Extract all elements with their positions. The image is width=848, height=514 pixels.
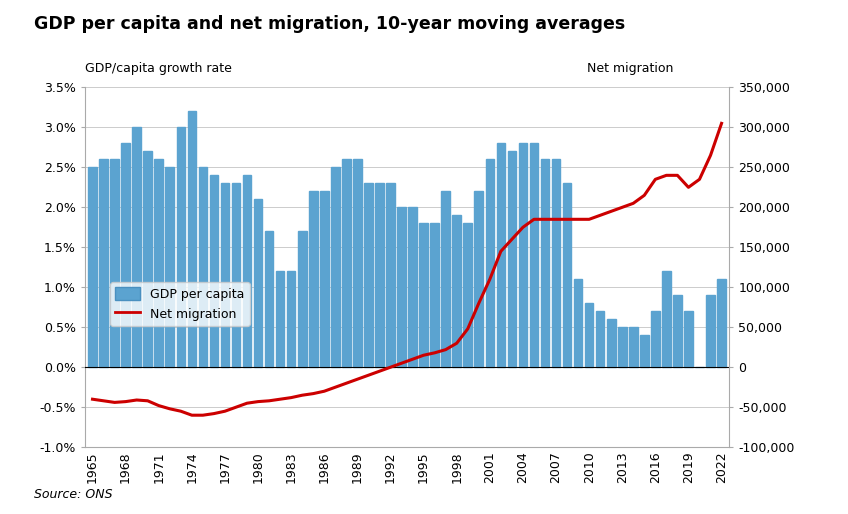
Bar bbox=[254, 199, 262, 367]
Bar bbox=[309, 191, 317, 367]
Bar bbox=[220, 183, 229, 367]
Bar bbox=[320, 191, 328, 367]
Bar bbox=[629, 327, 638, 367]
Bar bbox=[375, 183, 384, 367]
Text: Source: ONS: Source: ONS bbox=[34, 488, 113, 501]
Bar bbox=[673, 295, 682, 367]
Bar bbox=[651, 311, 660, 367]
Bar bbox=[530, 143, 538, 367]
Bar bbox=[132, 127, 141, 367]
Bar bbox=[563, 183, 572, 367]
Bar bbox=[419, 223, 428, 367]
Bar bbox=[717, 279, 726, 367]
Bar bbox=[386, 183, 395, 367]
Bar bbox=[187, 112, 196, 367]
Bar bbox=[110, 159, 119, 367]
Text: Net migration: Net migration bbox=[588, 62, 674, 75]
Bar bbox=[353, 159, 362, 367]
Bar bbox=[121, 143, 130, 367]
Bar bbox=[232, 183, 240, 367]
Bar bbox=[154, 159, 163, 367]
Bar bbox=[574, 279, 583, 367]
Bar bbox=[452, 215, 461, 367]
Bar bbox=[552, 159, 561, 367]
Bar bbox=[364, 183, 373, 367]
Bar bbox=[88, 168, 97, 367]
Bar bbox=[331, 168, 339, 367]
Bar bbox=[198, 168, 207, 367]
Bar bbox=[640, 335, 649, 367]
Bar bbox=[486, 159, 494, 367]
Bar bbox=[430, 223, 439, 367]
Bar bbox=[209, 175, 218, 367]
Bar bbox=[519, 143, 527, 367]
Text: GDP/capita growth rate: GDP/capita growth rate bbox=[85, 62, 232, 75]
Bar bbox=[662, 271, 671, 367]
Bar bbox=[243, 175, 251, 367]
Bar bbox=[99, 159, 108, 367]
Bar bbox=[397, 207, 406, 367]
Bar bbox=[441, 191, 450, 367]
Bar bbox=[298, 231, 306, 367]
Bar bbox=[541, 159, 550, 367]
Bar bbox=[706, 295, 715, 367]
Bar bbox=[287, 271, 295, 367]
Bar bbox=[497, 143, 505, 367]
Bar bbox=[265, 231, 273, 367]
Bar bbox=[464, 223, 472, 367]
Bar bbox=[596, 311, 605, 367]
Bar bbox=[684, 311, 693, 367]
Bar bbox=[475, 191, 483, 367]
Bar bbox=[408, 207, 417, 367]
Bar bbox=[607, 319, 616, 367]
Bar bbox=[618, 327, 627, 367]
Bar bbox=[143, 151, 152, 367]
Bar bbox=[342, 159, 350, 367]
Bar bbox=[585, 303, 594, 367]
Bar bbox=[176, 127, 185, 367]
Bar bbox=[165, 168, 174, 367]
Text: GDP per capita and net migration, 10-year moving averages: GDP per capita and net migration, 10-yea… bbox=[34, 15, 625, 33]
Bar bbox=[276, 271, 284, 367]
Bar bbox=[508, 151, 516, 367]
Legend: GDP per capita, Net migration: GDP per capita, Net migration bbox=[110, 282, 250, 326]
